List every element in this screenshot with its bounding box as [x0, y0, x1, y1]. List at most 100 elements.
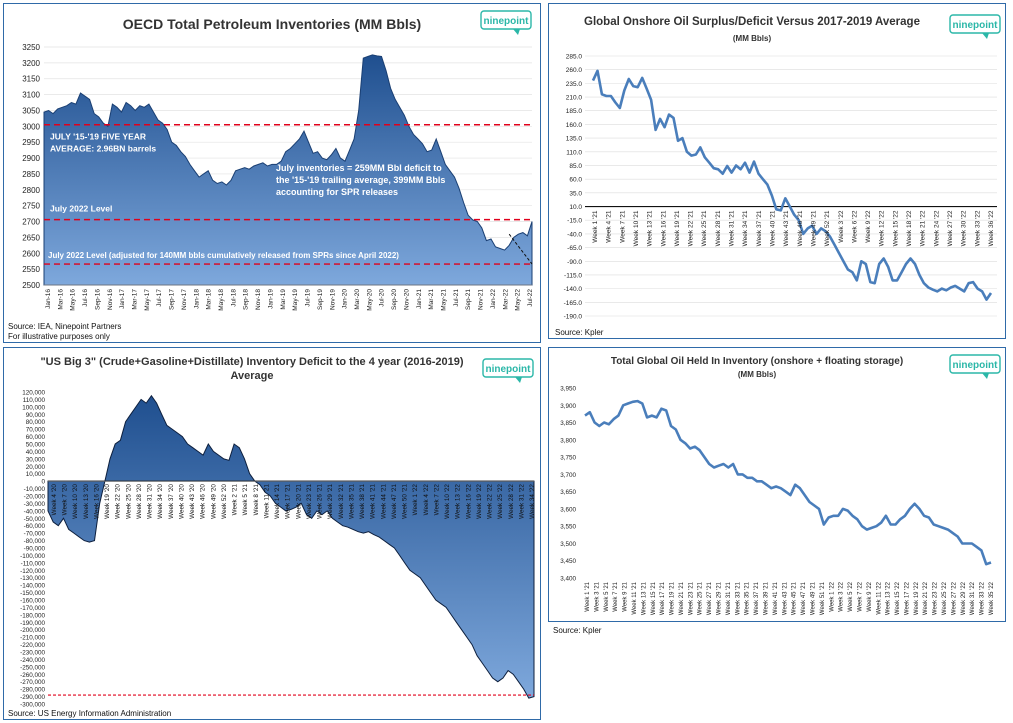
oecd-y-tick: 2900 — [22, 154, 40, 163]
big3-x-tick: Week 7 '22 — [433, 484, 440, 516]
big3-y-tick: 50,000 — [26, 442, 46, 449]
global-y-tick: 3,950 — [560, 386, 576, 393]
oecd-x-tick: Sep-18 — [243, 289, 250, 310]
onshore-y-tick: 260.0 — [566, 67, 583, 74]
oecd-x-tick: May-18 — [218, 289, 225, 311]
oecd-y-tick: 3100 — [22, 91, 40, 100]
global-source: Source: Kpler — [553, 626, 602, 635]
global-x-tick: Week 13 '21 — [641, 581, 647, 615]
global-x-tick: Week 19 '21 — [670, 581, 676, 615]
onshore-y-tick: -165.0 — [564, 300, 583, 307]
global-x-tick: Week 9 '22 — [867, 581, 873, 611]
global-x-tick: Week 15 '22 — [895, 581, 901, 615]
global-panel: Total Global Oil Held In Inventory (onsh… — [548, 347, 1006, 622]
oecd-x-tick: May-16 — [70, 289, 77, 311]
oecd-x-tick: Mar-16 — [57, 289, 64, 310]
big3-x-tick: Week 8 '21 — [253, 484, 260, 516]
onshore-x-tick: Week 52 '21 — [824, 210, 831, 246]
oecd-note: For illustrative purposes only — [8, 332, 110, 341]
onshore-x-tick: Week 9 '22 — [865, 210, 872, 243]
onshore-panel: Global Onshore Oil Surplus/Deficit Versu… — [548, 3, 1006, 339]
global-chart: 3,950 3,900 3,850 3,800 3,750 3,700 3,650 3,600… — [560, 386, 995, 616]
oecd-annotation: the '15-'19 trailing average, 399MM Bbls — [276, 175, 445, 185]
big3-y-tick: -140,000 — [20, 583, 45, 590]
oecd-x-tick: Nov-16 — [107, 289, 114, 310]
global-x-tick: Week 17 '21 — [660, 581, 666, 615]
onshore-y-tick: -140.0 — [564, 286, 583, 293]
big3-x-tick: Week 47 '21 — [391, 484, 398, 519]
oecd-x-tick: May-21 — [440, 289, 447, 311]
onshore-y-tick: 60.0 — [569, 177, 582, 184]
big3-x-tick: Week 7 '20 — [62, 484, 69, 516]
big3-x-tick: Week 32 '21 — [338, 484, 345, 519]
oecd-y-tick: 3000 — [22, 122, 40, 131]
oecd-x-tick: May-20 — [366, 289, 373, 311]
global-x-tick: Week 27 '21 — [707, 581, 713, 615]
big3-x-tick: Week 50 '21 — [402, 484, 409, 519]
big3-x-tick: Week 10 '20 — [72, 484, 79, 519]
oecd-x-tick: Sep-21 — [465, 289, 472, 310]
oecd-x-tick: Jan-20 — [342, 289, 349, 309]
big3-x-tick: Week 13 '22 — [455, 484, 462, 519]
oecd-y-tick: 3200 — [22, 59, 40, 68]
onshore-x-tick: Week 13 '21 — [647, 210, 654, 246]
oecd-x-tick: Mar-21 — [428, 289, 435, 310]
big3-y-tick: -270,000 — [20, 679, 45, 686]
oecd-x-tick: Nov-17 — [181, 289, 188, 310]
oecd-x-tick: Jul-22 — [527, 289, 534, 307]
global-x-tick: Week 5 '22 — [848, 581, 854, 611]
onshore-subtitle: (MM Bbls) — [732, 34, 772, 43]
oecd-y-tick: 2500 — [22, 281, 40, 290]
ninepoint-logo-text: ninepoint — [484, 16, 530, 27]
big3-y-tick: 80,000 — [26, 419, 46, 426]
onshore-x-tick: Week 43 '21 — [783, 210, 790, 246]
onshore-series-line — [591, 69, 993, 301]
global-x-tick: Week 23 '22 — [933, 581, 939, 615]
onshore-x-tick: Week 31 '21 — [729, 210, 736, 246]
global-x-tick: Week 51 '21 — [820, 581, 826, 615]
big3-x-tick: Week 35 '21 — [348, 484, 355, 519]
oecd-x-tick: Jan-19 — [267, 289, 274, 309]
big3-y-tick: 20,000 — [26, 464, 46, 471]
global-subtitle: (MM Bbls) — [737, 370, 777, 379]
oecd-source: Source: IEA, Ninepoint Partners — [8, 322, 122, 331]
ninepoint-logo-text: ninepoint — [953, 360, 999, 371]
big3-y-tick: -160,000 — [20, 598, 45, 605]
oecd-x-tick: Jan-18 — [193, 289, 200, 309]
big3-y-tick: -190,000 — [20, 620, 45, 627]
big3-y-tick: 70,000 — [26, 427, 46, 434]
big3-title-line2: Average — [230, 370, 274, 382]
global-x-tick: Week 25 '22 — [942, 581, 948, 615]
big3-x-tick: Week 1 '22 — [412, 484, 419, 516]
onshore-x-tick: Week 18 '22 — [906, 210, 913, 246]
oecd-y-tick: 3250 — [22, 43, 40, 52]
big3-x-tick: Week 11 '21 — [263, 484, 270, 519]
big3-x-tick: Week 31 '22 — [518, 484, 525, 519]
big3-x-tick: Week 44 '21 — [380, 484, 387, 519]
onshore-x-tick: Week 34 '21 — [742, 210, 749, 246]
onshore-y-tick: 85.0 — [569, 163, 582, 170]
global-x-tick: Week 21 '21 — [679, 581, 685, 615]
global-x-tick: Week 1 '21 — [585, 581, 591, 611]
oecd-ref-label-five-year: AVERAGE: 2.96BN barrels — [50, 144, 156, 154]
oecd-x-tick: Nov-21 — [478, 289, 485, 310]
onshore-y-tick: 110.0 — [566, 149, 582, 156]
big3-y-tick: -240,000 — [20, 657, 45, 664]
onshore-x-tick: Week 30 '22 — [961, 210, 968, 246]
onshore-y-tick: -115.0 — [564, 272, 582, 279]
oecd-y-tick: 2750 — [22, 202, 40, 211]
global-y-tick: 3,450 — [560, 558, 576, 565]
onshore-y-tick: 10.0 — [569, 204, 582, 211]
oecd-x-tick: Jul-16 — [82, 289, 89, 307]
big3-x-tick: Week 20 '21 — [295, 484, 302, 519]
onshore-x-tick: Week 24 '22 — [933, 210, 940, 246]
onshore-x-tick: Week 16 '21 — [660, 210, 667, 246]
big3-y-tick: -110,000 — [21, 560, 46, 567]
onshore-x-tick: Week 6 '22 — [851, 210, 858, 243]
oecd-y-tick: 2650 — [22, 233, 40, 242]
big3-y-tick: 90,000 — [26, 412, 46, 419]
oecd-x-tick: Sep-16 — [94, 289, 101, 310]
ninepoint-logo-text: ninepoint — [953, 20, 999, 31]
onshore-x-tick: Week 7 '21 — [619, 210, 626, 243]
big3-x-tick: Week 22 '20 — [115, 484, 122, 519]
